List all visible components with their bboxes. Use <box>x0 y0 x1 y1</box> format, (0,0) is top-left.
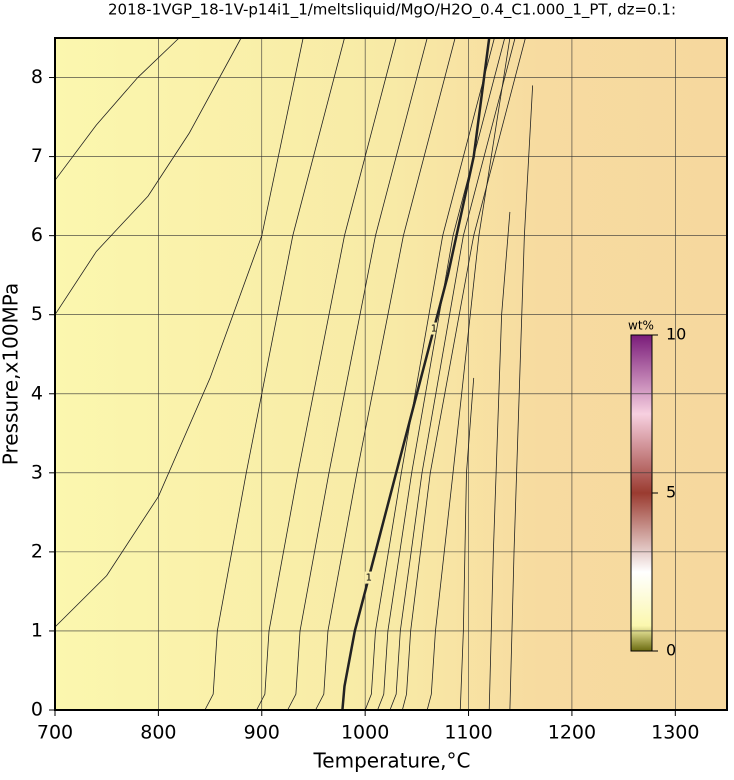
y-tick-label: 3 <box>31 461 43 483</box>
contour-line <box>256 37 397 711</box>
contour-line <box>54 37 180 181</box>
contour-label-bg <box>429 322 438 335</box>
y-tick-label: 1 <box>31 619 43 641</box>
plot-background <box>55 38 727 710</box>
plot-frame <box>54 37 728 711</box>
contour-line <box>488 211 511 711</box>
x-tick-label: 1000 <box>341 722 389 744</box>
contour-line <box>426 37 511 711</box>
contour-label: 1 <box>366 573 372 584</box>
colorbar-tick-label: 5 <box>666 483 676 502</box>
colorbar-tick-label: 0 <box>666 641 676 660</box>
x-tick-label: 1100 <box>444 722 492 744</box>
x-axis-label: Temperature,°C <box>312 749 470 773</box>
y-tick-label: 8 <box>31 66 43 88</box>
contour-line <box>54 37 242 315</box>
y-tick-label: 7 <box>31 145 43 167</box>
contour-line <box>459 377 475 711</box>
y-tick-label: 2 <box>31 540 43 562</box>
colorbar-label: wt% <box>628 319 654 333</box>
contour-line <box>389 37 516 711</box>
y-tick-label: 6 <box>31 224 43 246</box>
x-tick-label: 700 <box>37 722 73 744</box>
contour-line <box>54 37 304 628</box>
contour-line <box>204 37 345 711</box>
contour-line <box>377 37 506 711</box>
chart-title: 2018-1VGP_18-1V-p14i1_1/meltsliquid/MgO/… <box>108 1 676 20</box>
contour-line <box>315 37 456 711</box>
y-tick-label: 0 <box>31 699 43 721</box>
contour-label-bg <box>364 571 373 584</box>
y-tick-label: 5 <box>31 303 43 325</box>
contour-line <box>364 37 495 711</box>
x-tick-label: 800 <box>140 722 176 744</box>
contour-line <box>509 85 534 711</box>
colorbar-tick-label: 10 <box>666 325 686 344</box>
contour-line <box>401 37 526 711</box>
x-tick-label: 900 <box>244 722 280 744</box>
y-tick-label: 4 <box>31 382 43 404</box>
x-tick-label: 1300 <box>651 722 699 744</box>
labeled-contour <box>341 37 491 711</box>
y-axis-label: Pressure,x100MPa <box>0 283 23 465</box>
x-tick-label: 1200 <box>548 722 596 744</box>
contour-label: 1 <box>431 324 437 335</box>
contour-line <box>287 37 428 711</box>
colorbar <box>630 334 653 652</box>
